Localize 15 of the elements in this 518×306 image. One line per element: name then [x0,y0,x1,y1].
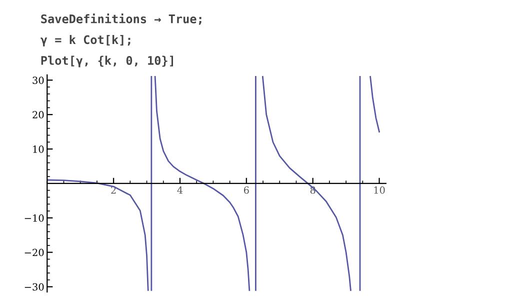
line-series [262,76,352,291]
line-series [154,76,250,291]
text: SaveDefinitions → True; [41,14,202,25]
text: Plot[γ, {k, 0, 10}] [41,56,174,68]
text: γ = k Cot[k]; [40,34,130,46]
x-tick-label: 4 [177,186,183,194]
y-tick-label: −30 [24,283,44,291]
line-series [370,76,380,132]
y-tick-label: −10 [24,214,44,222]
y-tick-label: 10 [33,145,44,153]
y-tick-label: 20 [32,111,44,118]
x-tick-label: 6 [244,186,249,194]
y-tick-label: 30 [32,76,44,84]
x-tick-label: 10 [374,186,385,194]
y-tick-label: −20 [24,248,44,256]
